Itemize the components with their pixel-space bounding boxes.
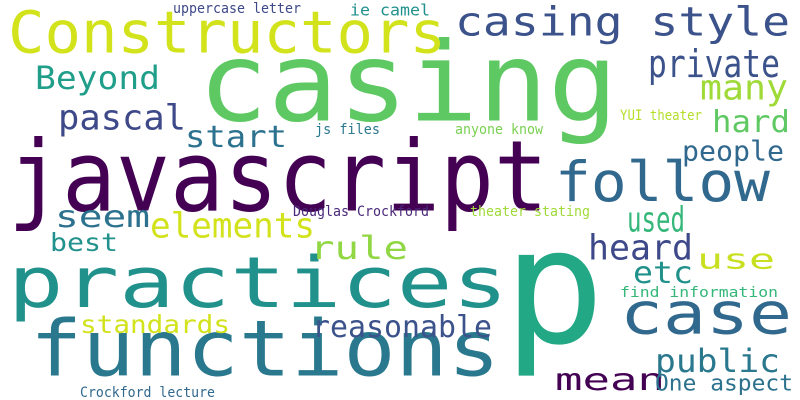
word-yui-theater: YUI theater <box>620 106 702 124</box>
word-constructors: Constructors <box>8 0 446 67</box>
word-js-files: js files <box>315 120 380 138</box>
word-follow: follow <box>555 150 770 215</box>
word-crockford-lecture: Crockford lecture <box>80 383 215 400</box>
word-seem: seem <box>55 199 150 235</box>
word-rule: rule <box>310 229 408 267</box>
word-many: many <box>700 66 788 108</box>
word-heard: heard <box>588 226 693 268</box>
word-standards: standards <box>80 309 230 339</box>
word-one-aspect: One aspect <box>655 370 793 396</box>
word-functions: functions <box>30 302 500 395</box>
word-elements: elements <box>150 204 315 246</box>
word-case: case <box>620 279 792 348</box>
word-public: public <box>655 342 780 380</box>
word-private: private <box>648 41 780 87</box>
word-anyone-know: anyone know <box>455 120 543 138</box>
word-casing: casing <box>198 18 618 147</box>
word-hard: hard <box>712 104 790 140</box>
word-beyond: Beyond <box>35 59 160 97</box>
word-start: start <box>185 119 287 155</box>
word-best: best <box>50 227 118 257</box>
word-practices: practices <box>8 241 508 324</box>
word-people: people <box>682 134 784 168</box>
word-find-information: find information <box>620 283 778 301</box>
word-douglas-crockford: Douglas Crockford <box>293 202 429 220</box>
word-p: p <box>503 193 605 381</box>
word-theater-stating: theater stating <box>470 202 590 220</box>
word-reasonable: reasonable <box>312 309 492 345</box>
word-pascal: pascal <box>58 96 186 138</box>
word-etc: etc <box>633 255 693 291</box>
word-ie-camel: ie camel <box>350 0 430 20</box>
word-used: used <box>627 198 685 240</box>
word-use: use <box>697 242 775 276</box>
word-uppercase-letter: uppercase letter <box>173 0 301 17</box>
word-mean: mean <box>555 362 665 398</box>
word-casing-style: casing style <box>455 0 790 46</box>
word-javascript: javascript <box>8 119 548 234</box>
